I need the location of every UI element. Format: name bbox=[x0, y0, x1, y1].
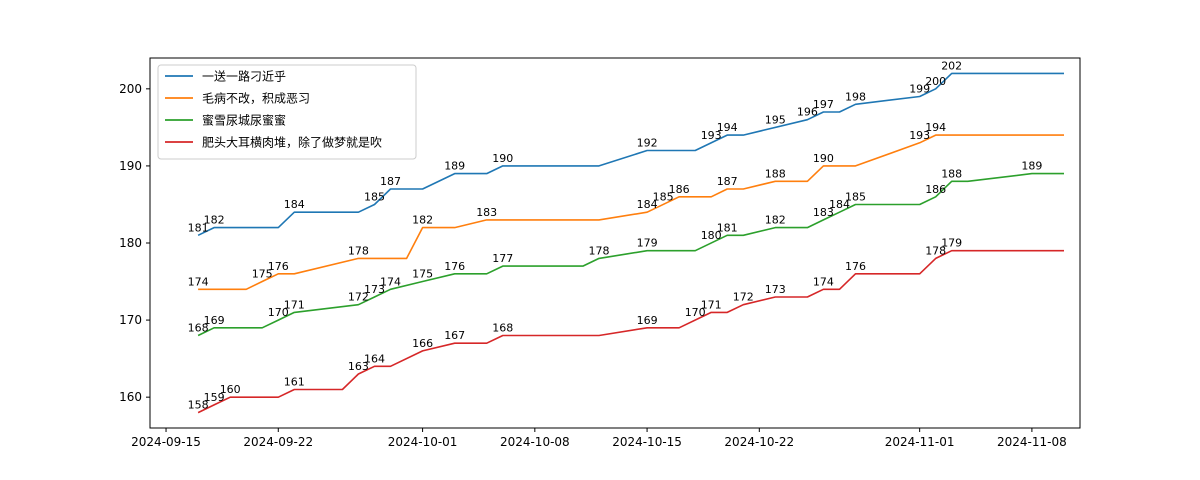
legend-label: 肥头大耳横肉堆，除了做梦就是吹 bbox=[202, 135, 382, 150]
data-label: 195 bbox=[765, 113, 786, 126]
series-line-2 bbox=[198, 134, 1064, 291]
y-tick-label: 190 bbox=[119, 159, 142, 173]
x-tick-label: 2024-11-08 bbox=[997, 435, 1067, 449]
data-label: 161 bbox=[284, 376, 305, 389]
data-label: 189 bbox=[1021, 160, 1042, 173]
data-label: 173 bbox=[364, 283, 385, 296]
data-label: 172 bbox=[348, 291, 369, 304]
series-layer bbox=[197, 72, 1064, 414]
x-tick-label: 2024-09-22 bbox=[243, 435, 313, 449]
data-label: 175 bbox=[252, 268, 273, 281]
data-label: 177 bbox=[492, 252, 513, 265]
data-label: 182 bbox=[412, 214, 433, 227]
data-label: 185 bbox=[653, 191, 674, 204]
data-label: 192 bbox=[637, 137, 658, 150]
data-label: 182 bbox=[204, 214, 225, 227]
data-label: 186 bbox=[669, 183, 690, 196]
y-tick-label: 180 bbox=[119, 236, 142, 250]
data-label: 184 bbox=[829, 198, 850, 211]
data-label: 173 bbox=[765, 283, 786, 296]
data-label: 194 bbox=[925, 121, 946, 134]
data-label: 164 bbox=[364, 352, 385, 365]
data-label: 171 bbox=[284, 298, 305, 311]
x-tick-label: 2024-11-01 bbox=[885, 435, 955, 449]
data-label: 181 bbox=[717, 221, 738, 234]
data-label: 180 bbox=[701, 229, 722, 242]
data-label: 178 bbox=[348, 244, 369, 257]
data-label: 181 bbox=[188, 221, 209, 234]
data-label: 158 bbox=[188, 399, 209, 412]
data-label: 183 bbox=[813, 206, 834, 219]
data-label: 202 bbox=[941, 59, 962, 72]
data-label: 194 bbox=[717, 121, 738, 134]
data-label: 169 bbox=[204, 314, 225, 327]
data-label: 176 bbox=[444, 260, 465, 273]
data-label: 159 bbox=[204, 391, 225, 404]
data-label: 184 bbox=[637, 198, 658, 211]
data-label: 172 bbox=[733, 291, 754, 304]
data-label: 185 bbox=[845, 191, 866, 204]
data-label: 200 bbox=[925, 75, 946, 88]
y-tick-label: 170 bbox=[119, 313, 142, 327]
legend-label: 一送一路刁近乎 bbox=[202, 69, 286, 84]
data-label: 184 bbox=[284, 198, 305, 211]
data-label: 169 bbox=[637, 314, 658, 327]
data-label: 188 bbox=[941, 167, 962, 180]
data-label: 170 bbox=[685, 306, 706, 319]
data-label: 176 bbox=[268, 260, 289, 273]
data-label: 196 bbox=[797, 106, 818, 119]
data-label: 167 bbox=[444, 329, 465, 342]
data-label: 171 bbox=[701, 298, 722, 311]
data-label: 183 bbox=[476, 206, 497, 219]
y-tick-label: 160 bbox=[119, 390, 142, 404]
data-label: 163 bbox=[348, 360, 369, 373]
axis-layer: 2024-09-15 2024-09-22 2024-10-01 2024-10-08… bbox=[119, 82, 1067, 449]
data-label: 160 bbox=[220, 383, 241, 396]
x-tick-label: 2024-10-01 bbox=[388, 435, 458, 449]
data-label: 174 bbox=[188, 275, 209, 288]
data-label: 186 bbox=[925, 183, 946, 196]
data-label: 188 bbox=[765, 167, 786, 180]
x-tick-label: 2024-10-22 bbox=[724, 435, 794, 449]
data-label: 176 bbox=[845, 260, 866, 273]
data-label: 199 bbox=[909, 83, 930, 96]
legend-label: 蜜雪尿城尿蜜蜜 bbox=[202, 113, 286, 128]
data-label: 178 bbox=[925, 244, 946, 257]
data-label: 197 bbox=[813, 98, 834, 111]
data-label: 179 bbox=[637, 237, 658, 250]
data-label: 190 bbox=[813, 152, 834, 165]
x-tick-label: 2024-09-15 bbox=[131, 435, 201, 449]
legend-label: 毛病不改，积成恶习 bbox=[202, 91, 310, 106]
data-label: 174 bbox=[380, 275, 401, 288]
series-line-4 bbox=[197, 249, 1064, 414]
series-line-1 bbox=[197, 72, 1064, 237]
data-label: 185 bbox=[364, 191, 385, 204]
data-label: 170 bbox=[268, 306, 289, 319]
data-label-layer: 1811821841851871891901921931941951961971… bbox=[188, 59, 1043, 411]
legend-frame bbox=[157, 64, 417, 160]
data-label: 198 bbox=[845, 90, 866, 103]
x-tick-label: 2024-10-08 bbox=[500, 435, 570, 449]
data-label: 174 bbox=[813, 275, 834, 288]
data-label: 166 bbox=[412, 337, 433, 350]
data-label: 189 bbox=[444, 160, 465, 173]
data-label: 175 bbox=[412, 268, 433, 281]
data-label: 193 bbox=[701, 129, 722, 142]
data-label: 190 bbox=[492, 152, 513, 165]
data-label: 168 bbox=[188, 322, 209, 335]
data-label: 187 bbox=[717, 175, 738, 188]
data-label: 193 bbox=[909, 129, 930, 142]
data-label: 182 bbox=[765, 214, 786, 227]
data-label: 178 bbox=[589, 244, 610, 257]
series-line-3 bbox=[197, 172, 1064, 337]
data-label: 168 bbox=[492, 322, 513, 335]
data-label: 187 bbox=[380, 175, 401, 188]
y-tick-label: 200 bbox=[119, 82, 142, 96]
data-label: 179 bbox=[941, 237, 962, 250]
x-tick-label: 2024-10-15 bbox=[612, 435, 682, 449]
